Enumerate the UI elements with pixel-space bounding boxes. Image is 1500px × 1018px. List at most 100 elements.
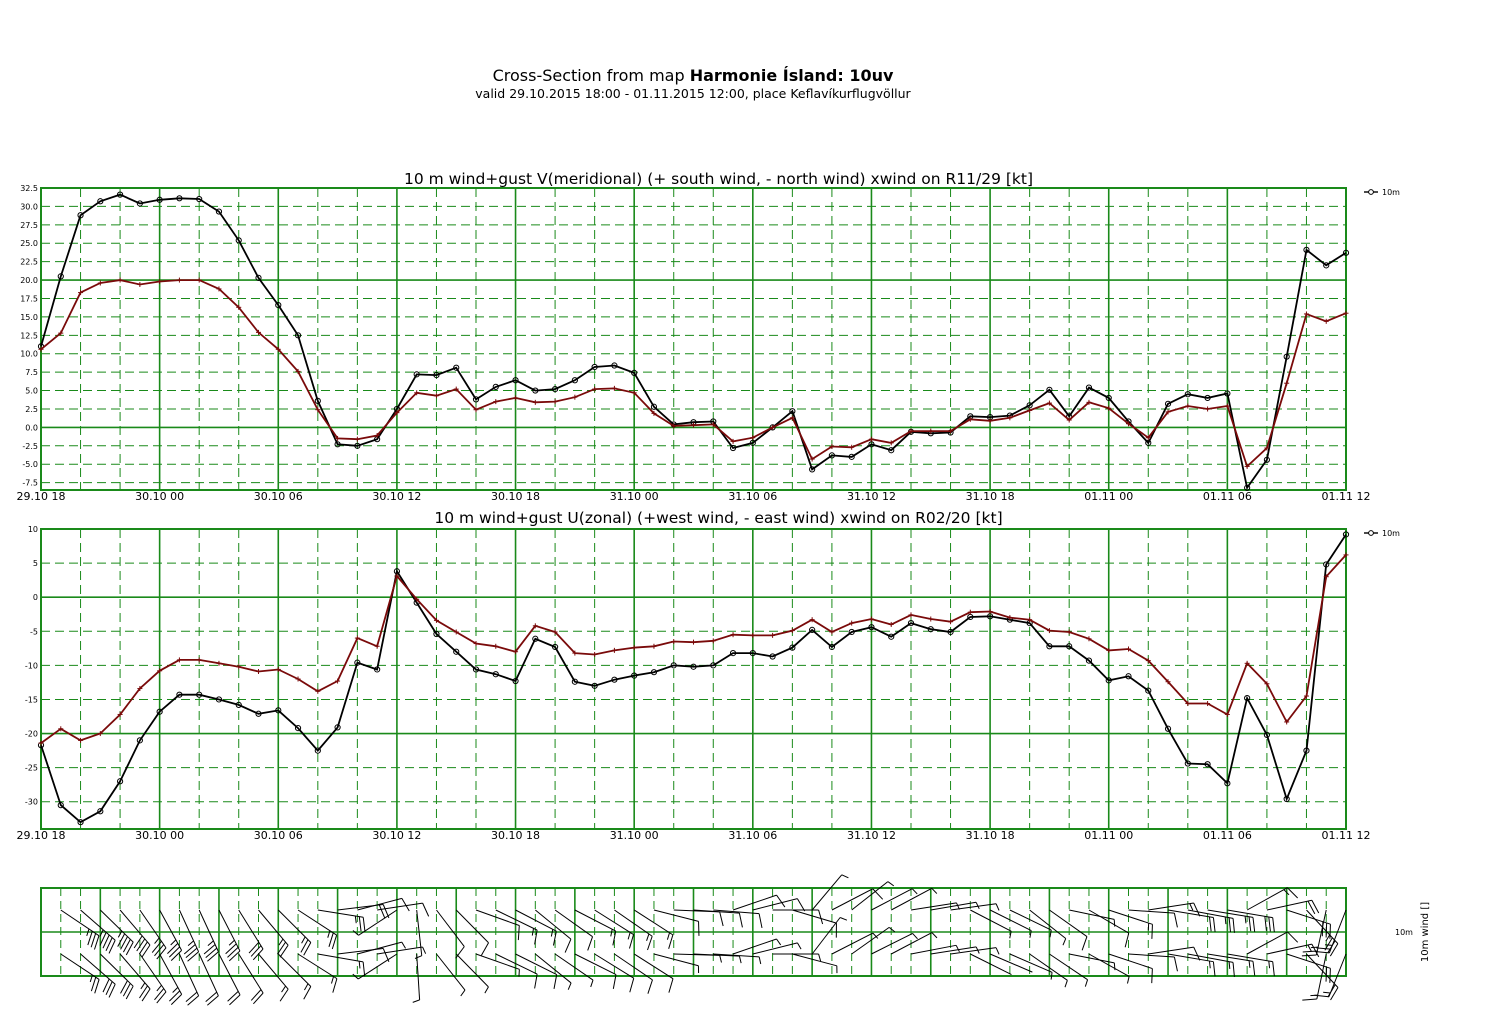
wind-point [1164,725,1172,732]
barb-flag [480,942,489,956]
barb-half-flag [422,946,427,954]
wind-barb-lower [1314,953,1347,998]
gust-point [216,660,222,666]
wind-barb-lower [455,953,489,994]
legend: 10m [1364,529,1400,538]
gust-point [1185,403,1191,409]
wind-point [255,710,262,717]
barb-shaft [1009,953,1053,973]
barb-flag [105,937,113,952]
barb-flag [758,913,763,929]
wind-point [1046,643,1053,650]
barb-shaft [1227,953,1273,963]
barb-half-flag [567,982,572,990]
y-tick-label: -2.5 [22,442,38,451]
gust-point [967,609,973,615]
barb-flag [534,974,538,989]
barb-flag [90,977,97,992]
wind-barb-lower [752,942,802,955]
barb-half-flag [156,984,162,992]
wind-point [1066,643,1073,650]
wind-barb-lower [475,953,520,977]
barb-flag [139,985,148,999]
barb-flag [872,888,884,900]
wind-point [1303,246,1310,253]
y-tick-label: -25 [25,764,38,773]
wind-point [1283,795,1290,803]
barb-flag [102,934,110,949]
wind-point [551,643,559,651]
barb-shaft [732,938,777,955]
gust-point [1106,647,1112,653]
barb-shaft [950,903,997,911]
wind-barb-upper [653,909,700,936]
wind-barb-upper [352,909,398,936]
wind-point [453,364,460,371]
barb-flag [183,944,196,955]
barb-shaft [377,902,423,911]
barb-flag [564,938,572,953]
barb-flag [719,911,724,927]
wind-barb-lower [352,953,398,980]
barb-shaft [1167,953,1214,963]
barb-shaft [633,909,674,936]
barb-half-flag [401,941,406,949]
barb-shaft [989,953,1033,973]
barb-flag [553,974,558,989]
wind-point [1105,677,1112,684]
barb-flag [250,945,262,957]
wind-barb-lower [317,953,366,977]
y-tick-label: -5 [30,627,38,636]
x-tick-label: 29.10 18 [17,490,66,503]
barb-flag [1314,994,1329,998]
barb-flag [1173,956,1178,972]
gust-point [908,428,914,434]
gust-point [78,290,84,296]
wind-point [1184,391,1191,398]
wind-point [1026,402,1033,409]
wind-point [1204,394,1211,402]
wind-point [235,237,242,244]
wind-point [710,662,717,669]
wind-point [97,198,104,205]
wind-point [77,819,84,826]
wind-point [907,619,915,627]
y-tick-label: -7.5 [22,479,38,488]
gust-point [730,438,736,444]
legend-marker [1368,189,1374,195]
wind-barb-lower [1167,953,1216,977]
barb-flag [612,974,617,989]
wind-point [116,191,124,198]
barb-half-flag [354,915,357,924]
barb-shaft [970,909,1012,932]
barb-flag [1307,900,1316,915]
barb-flag [1264,916,1267,931]
barb-shaft [238,909,264,950]
gust-point [1066,629,1072,635]
barb-flag [227,990,239,1002]
barb-half-flag [776,938,782,946]
wind-point [1283,353,1290,360]
x-tick-label: 31.10 06 [728,829,777,842]
barb-shaft [1207,909,1254,918]
wind-point [492,383,499,390]
barb-shaft [455,909,489,944]
wind-point [472,396,480,403]
gust-point [710,638,716,644]
barb-half-flag [1049,929,1052,938]
barb-shaft [475,909,520,926]
wind-point [1303,747,1310,754]
barb-flag [1232,918,1235,933]
barb-flag [362,961,366,977]
plot-frame [40,187,1347,491]
wind-point [1145,687,1152,694]
wind-barb-lower [1029,953,1068,988]
gust-point [1264,681,1270,687]
wind-point [888,447,895,454]
barb-shaft [80,909,116,941]
gust-point [275,666,281,672]
gust-point [433,393,439,399]
barb-flag [138,941,148,955]
barb-shaft [495,909,538,931]
